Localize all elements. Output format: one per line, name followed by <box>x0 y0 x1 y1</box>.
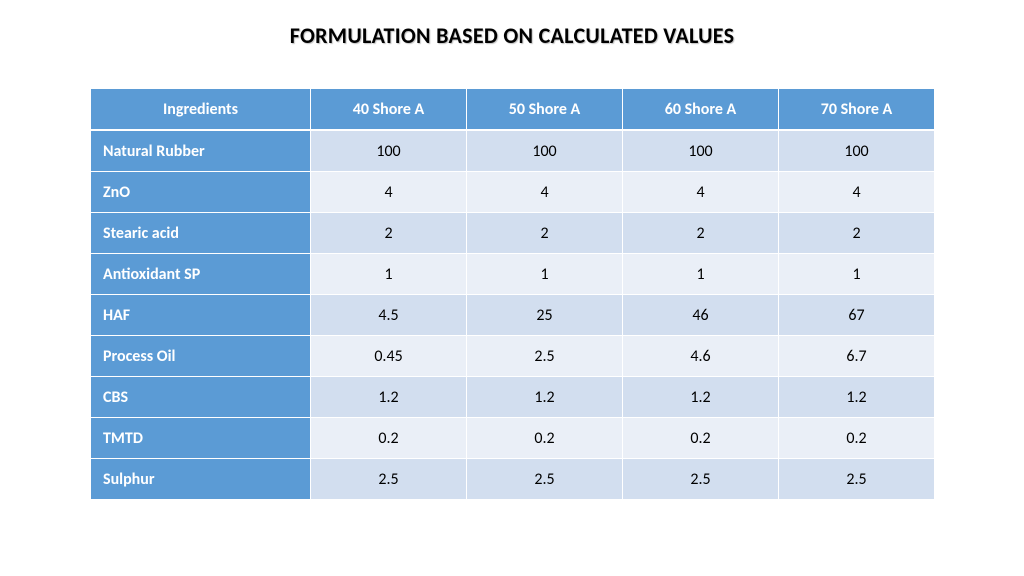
cell-value: 6.7 <box>779 336 935 377</box>
page: FORMULATION BASED ON CALCULATED VALUES I… <box>0 0 1024 576</box>
cell-value: 2 <box>467 213 623 254</box>
cell-value: 1 <box>467 254 623 295</box>
cell-value: 100 <box>623 130 779 172</box>
cell-value: 0.2 <box>623 418 779 459</box>
cell-value: 4.5 <box>311 295 467 336</box>
cell-value: 1.2 <box>467 377 623 418</box>
table-header-row: Ingredients 40 Shore A 50 Shore A 60 Sho… <box>91 89 935 131</box>
cell-value: 2.5 <box>623 459 779 500</box>
table-row: TMTD0.20.20.20.2 <box>91 418 935 459</box>
cell-value: 2.5 <box>311 459 467 500</box>
cell-value: 100 <box>311 130 467 172</box>
cell-value: 4 <box>623 172 779 213</box>
cell-value: 67 <box>779 295 935 336</box>
table-row: Stearic acid2222 <box>91 213 935 254</box>
cell-value: 4 <box>779 172 935 213</box>
cell-value: 1 <box>623 254 779 295</box>
cell-value: 0.45 <box>311 336 467 377</box>
cell-value: 0.2 <box>467 418 623 459</box>
table-row: ZnO4444 <box>91 172 935 213</box>
row-header: Stearic acid <box>91 213 311 254</box>
col-header-ingredients: Ingredients <box>91 89 311 131</box>
row-header: Natural Rubber <box>91 130 311 172</box>
cell-value: 100 <box>467 130 623 172</box>
table-row: Natural Rubber100100100100 <box>91 130 935 172</box>
cell-value: 46 <box>623 295 779 336</box>
cell-value: 100 <box>779 130 935 172</box>
cell-value: 1.2 <box>311 377 467 418</box>
table-row: CBS1.21.21.21.2 <box>91 377 935 418</box>
cell-value: 2.5 <box>467 459 623 500</box>
row-header: Antioxidant SP <box>91 254 311 295</box>
cell-value: 0.2 <box>779 418 935 459</box>
row-header: ZnO <box>91 172 311 213</box>
row-header: TMTD <box>91 418 311 459</box>
row-header: HAF <box>91 295 311 336</box>
page-title: FORMULATION BASED ON CALCULATED VALUES <box>0 22 1024 49</box>
cell-value: 4 <box>467 172 623 213</box>
col-header-40shore: 40 Shore A <box>311 89 467 131</box>
col-header-70shore: 70 Shore A <box>779 89 935 131</box>
col-header-50shore: 50 Shore A <box>467 89 623 131</box>
cell-value: 1 <box>779 254 935 295</box>
cell-value: 1.2 <box>623 377 779 418</box>
cell-value: 2 <box>623 213 779 254</box>
table-row: Antioxidant SP1111 <box>91 254 935 295</box>
cell-value: 25 <box>467 295 623 336</box>
formulation-table: Ingredients 40 Shore A 50 Shore A 60 Sho… <box>90 88 935 500</box>
col-header-60shore: 60 Shore A <box>623 89 779 131</box>
table-row: HAF4.5254667 <box>91 295 935 336</box>
formulation-table-wrap: Ingredients 40 Shore A 50 Shore A 60 Sho… <box>90 88 934 500</box>
cell-value: 2.5 <box>779 459 935 500</box>
cell-value: 2 <box>779 213 935 254</box>
row-header: Process Oil <box>91 336 311 377</box>
table-row: Process Oil0.452.54.66.7 <box>91 336 935 377</box>
cell-value: 0.2 <box>311 418 467 459</box>
cell-value: 4 <box>311 172 467 213</box>
table-body: Natural Rubber100100100100ZnO4444Stearic… <box>91 130 935 500</box>
row-header: CBS <box>91 377 311 418</box>
cell-value: 2.5 <box>467 336 623 377</box>
row-header: Sulphur <box>91 459 311 500</box>
cell-value: 4.6 <box>623 336 779 377</box>
table-row: Sulphur2.52.52.52.5 <box>91 459 935 500</box>
cell-value: 1.2 <box>779 377 935 418</box>
cell-value: 2 <box>311 213 467 254</box>
cell-value: 1 <box>311 254 467 295</box>
